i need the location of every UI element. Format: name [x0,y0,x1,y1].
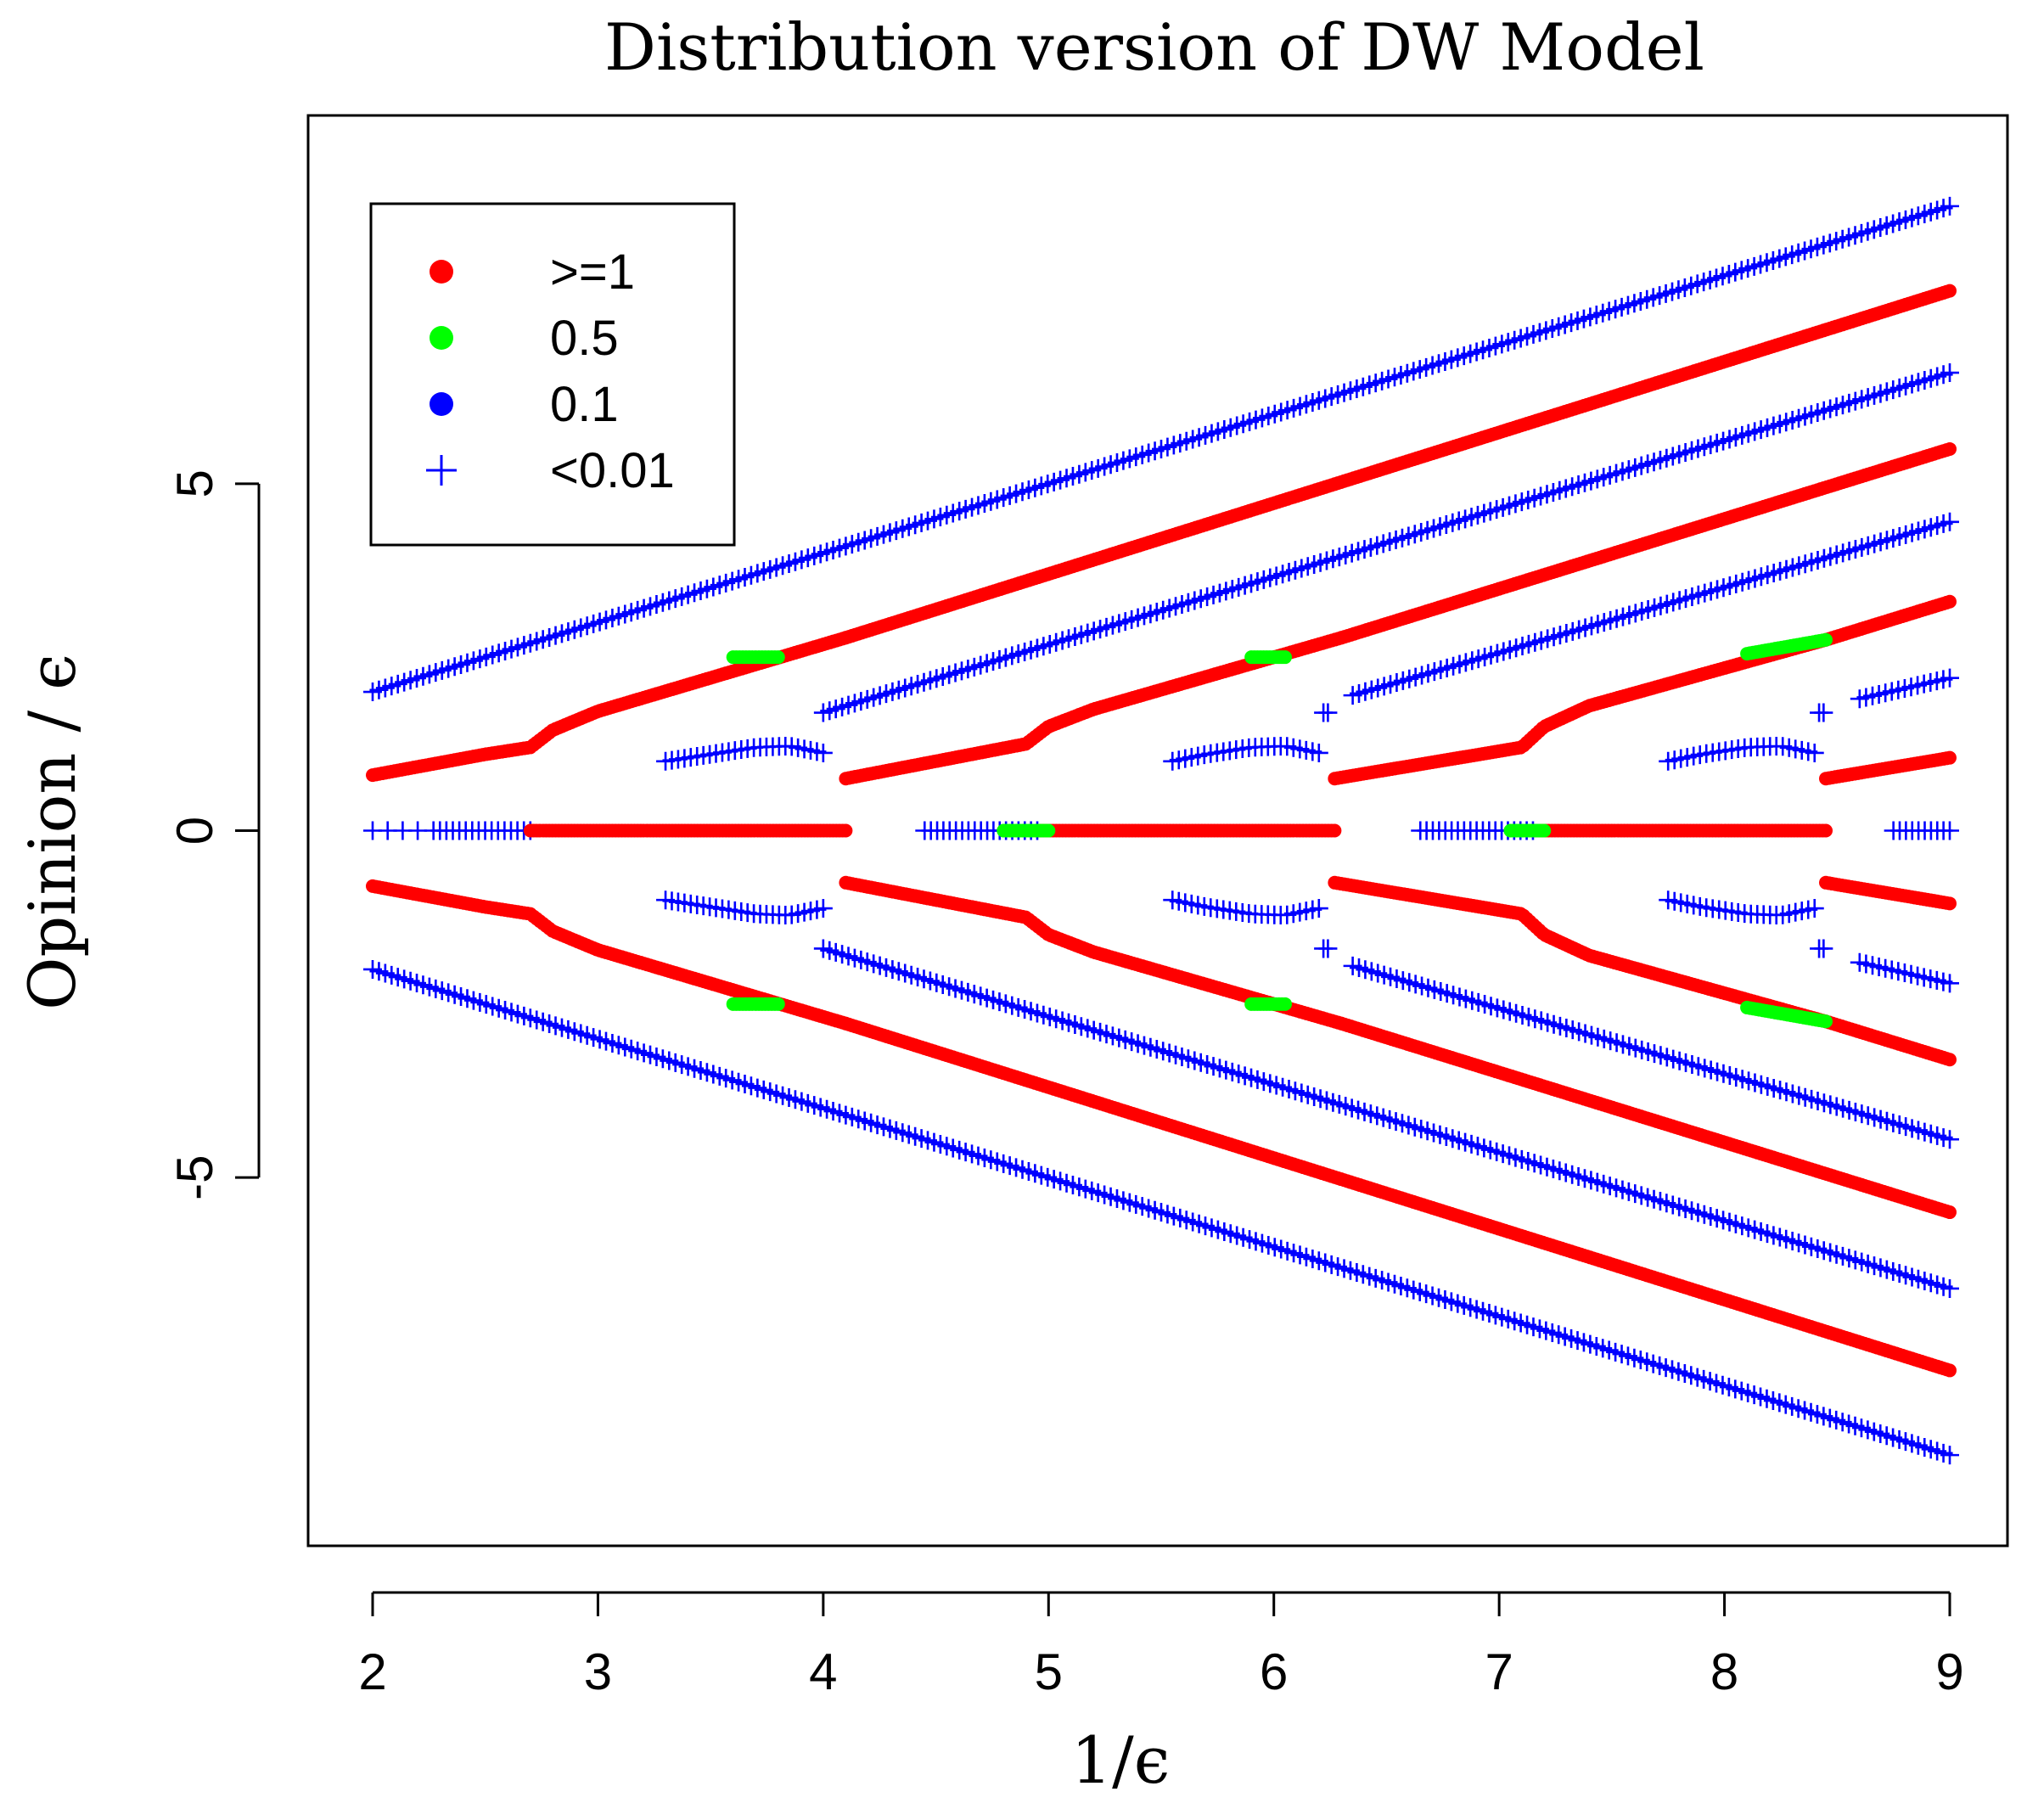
plot-frame [306,114,2009,1548]
plus-point [1940,668,1959,688]
series-22 [1525,823,1833,838]
dot-point [1819,823,1833,838]
series-16 [363,821,428,840]
series-9 [1850,668,1959,993]
series-18 [523,823,853,838]
series-0 [363,196,1959,1465]
legend-label: 0.1 [550,377,619,432]
dot-point [1943,1053,1957,1067]
series-23 [1884,821,1959,840]
dot-point-mid [1277,997,1292,1011]
series-6 [1343,512,1959,1149]
series-11 [656,736,833,925]
series-2 [839,284,1957,1378]
legend-dot-marker [430,260,453,284]
green-highlight-3 [1503,823,1552,838]
y-tick-label: 5 [166,469,223,497]
x-tick-label: 5 [1035,1643,1063,1700]
dot-point-mid [1537,823,1552,838]
x-tick-label: 3 [584,1643,612,1700]
y-axis-title-text: Opinion / ϵ [14,654,90,1010]
y-tick-label: 0 [166,817,223,845]
plus-point [1940,363,1959,383]
dot-point-mid [1819,1014,1833,1029]
plus-point [1318,939,1338,958]
plus-point [1940,1278,1959,1298]
x-axis-title-text: 1/ϵ [1071,1722,1171,1798]
series-17 [424,821,540,840]
dot-point [1943,284,1957,298]
plus-point [813,743,833,762]
green-highlight-1 [997,823,1056,838]
x-tick-label: 7 [1485,1643,1513,1700]
x-tick-label: 6 [1260,1643,1288,1700]
dot-point [839,823,853,838]
plus-point [1940,512,1959,531]
y-axis-title: Opinion / ϵ [14,654,90,1010]
x-tick-label: 2 [358,1643,386,1700]
plus-point [1940,1130,1959,1149]
dot-point-mid [1042,823,1056,838]
plus-point [1940,1446,1959,1465]
dot-point [1943,1205,1957,1220]
y-axis: -5 0 5 [166,469,261,1200]
dot-point-mid [1819,632,1833,647]
x-axis-title: 1/ϵ [1071,1722,1171,1798]
plus-point [1814,703,1833,722]
legend-dot-marker [430,326,453,350]
plus-point [1940,196,1959,216]
legend-label: 0.5 [550,311,619,366]
plus-point [1814,939,1833,958]
legend-label: >=1 [550,244,635,300]
plus-point [1940,974,1959,993]
x-tick-label: 4 [809,1643,837,1700]
dot-point-mid [771,650,785,665]
dot-point [1328,823,1342,838]
dot-point [1943,441,1957,456]
series-10 [1819,750,1957,911]
legend-dot-marker [430,392,453,416]
x-axis: 2 3 4 5 6 7 8 9 [358,1591,1964,1700]
dot-point [1943,1363,1957,1378]
x-tick-label: 9 [1935,1643,1963,1700]
dot-point-mid [771,997,785,1011]
dot-point [1943,750,1957,765]
data-layer [363,196,1959,1465]
plus-point [1318,703,1338,722]
series-3 [813,363,1959,1298]
series-5 [1334,441,1957,1220]
legend: >=1 0.5 0.1 <0.01 [369,202,736,547]
legend-label: <0.01 [550,443,675,498]
series-8 [1819,594,1957,1067]
dot-point [1943,594,1957,609]
chart-title: Distribution version of DW Model [604,9,1704,85]
y-tick-label: -5 [166,1155,223,1200]
series-20 [1030,823,1342,838]
dot-point-mid [1277,650,1292,665]
dot-point [1943,896,1957,911]
x-tick-label: 8 [1710,1643,1738,1700]
